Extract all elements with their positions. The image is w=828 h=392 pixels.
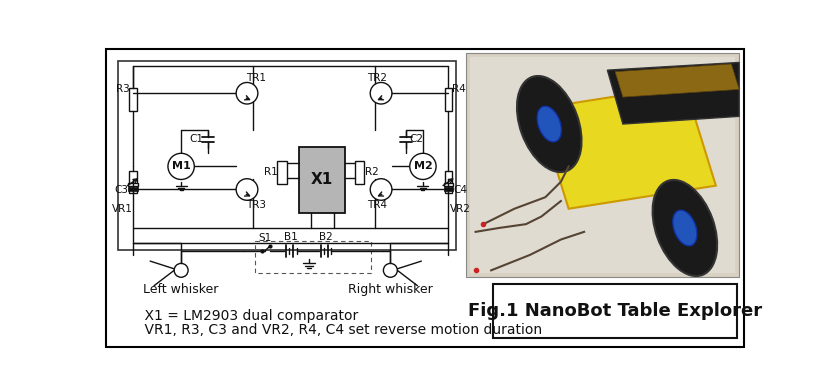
Circle shape — [370, 179, 392, 200]
Text: C1: C1 — [190, 134, 204, 144]
Text: C2: C2 — [409, 134, 423, 144]
Text: Left whisker: Left whisker — [143, 283, 219, 296]
Text: Right whisker: Right whisker — [348, 283, 432, 296]
Polygon shape — [614, 64, 739, 97]
Text: R2: R2 — [364, 167, 378, 177]
Bar — [444, 88, 452, 111]
Text: R4: R4 — [452, 84, 465, 94]
Bar — [254, 241, 371, 274]
Text: M2: M2 — [413, 162, 431, 171]
Polygon shape — [607, 62, 739, 124]
Text: VR1, R3, C3 and VR2, R4, C4 set reverse motion duration: VR1, R3, C3 and VR2, R4, C4 set reverse … — [127, 323, 542, 337]
Circle shape — [370, 82, 392, 104]
Bar — [443, 183, 453, 187]
Text: M1: M1 — [171, 162, 190, 171]
Bar — [466, 53, 739, 276]
Bar — [118, 61, 455, 250]
Ellipse shape — [517, 76, 580, 172]
Text: B1: B1 — [284, 232, 298, 242]
Text: TR2: TR2 — [367, 73, 387, 83]
Bar — [128, 183, 137, 187]
Bar — [129, 88, 137, 111]
Text: VR1: VR1 — [112, 204, 132, 214]
Bar — [443, 187, 453, 191]
Text: S1: S1 — [258, 233, 271, 243]
Text: TR1: TR1 — [246, 73, 266, 83]
Ellipse shape — [652, 180, 716, 276]
Circle shape — [236, 82, 258, 104]
Text: X1: X1 — [310, 172, 333, 187]
Bar — [299, 147, 345, 212]
Text: R3: R3 — [116, 84, 130, 94]
Polygon shape — [537, 85, 715, 209]
Circle shape — [168, 153, 194, 180]
Bar — [129, 171, 137, 192]
Text: C3: C3 — [114, 185, 128, 195]
Bar — [492, 284, 736, 338]
Bar — [128, 187, 137, 191]
Text: R1: R1 — [264, 167, 277, 177]
Bar — [444, 171, 452, 192]
Text: TR3: TR3 — [246, 200, 266, 210]
Text: B2: B2 — [319, 232, 333, 242]
Text: Fig.1 NanoBot Table Explorer: Fig.1 NanoBot Table Explorer — [467, 302, 761, 320]
Text: VR2: VR2 — [449, 204, 470, 214]
Circle shape — [409, 153, 436, 180]
Text: X1 = LM2903 dual comparator: X1 = LM2903 dual comparator — [127, 309, 358, 323]
Bar — [277, 161, 286, 184]
Ellipse shape — [537, 106, 561, 142]
Ellipse shape — [672, 210, 696, 246]
Bar — [354, 161, 363, 184]
Circle shape — [236, 179, 258, 200]
Bar — [469, 57, 734, 273]
Text: C4: C4 — [453, 185, 466, 195]
Text: TR4: TR4 — [367, 200, 387, 210]
